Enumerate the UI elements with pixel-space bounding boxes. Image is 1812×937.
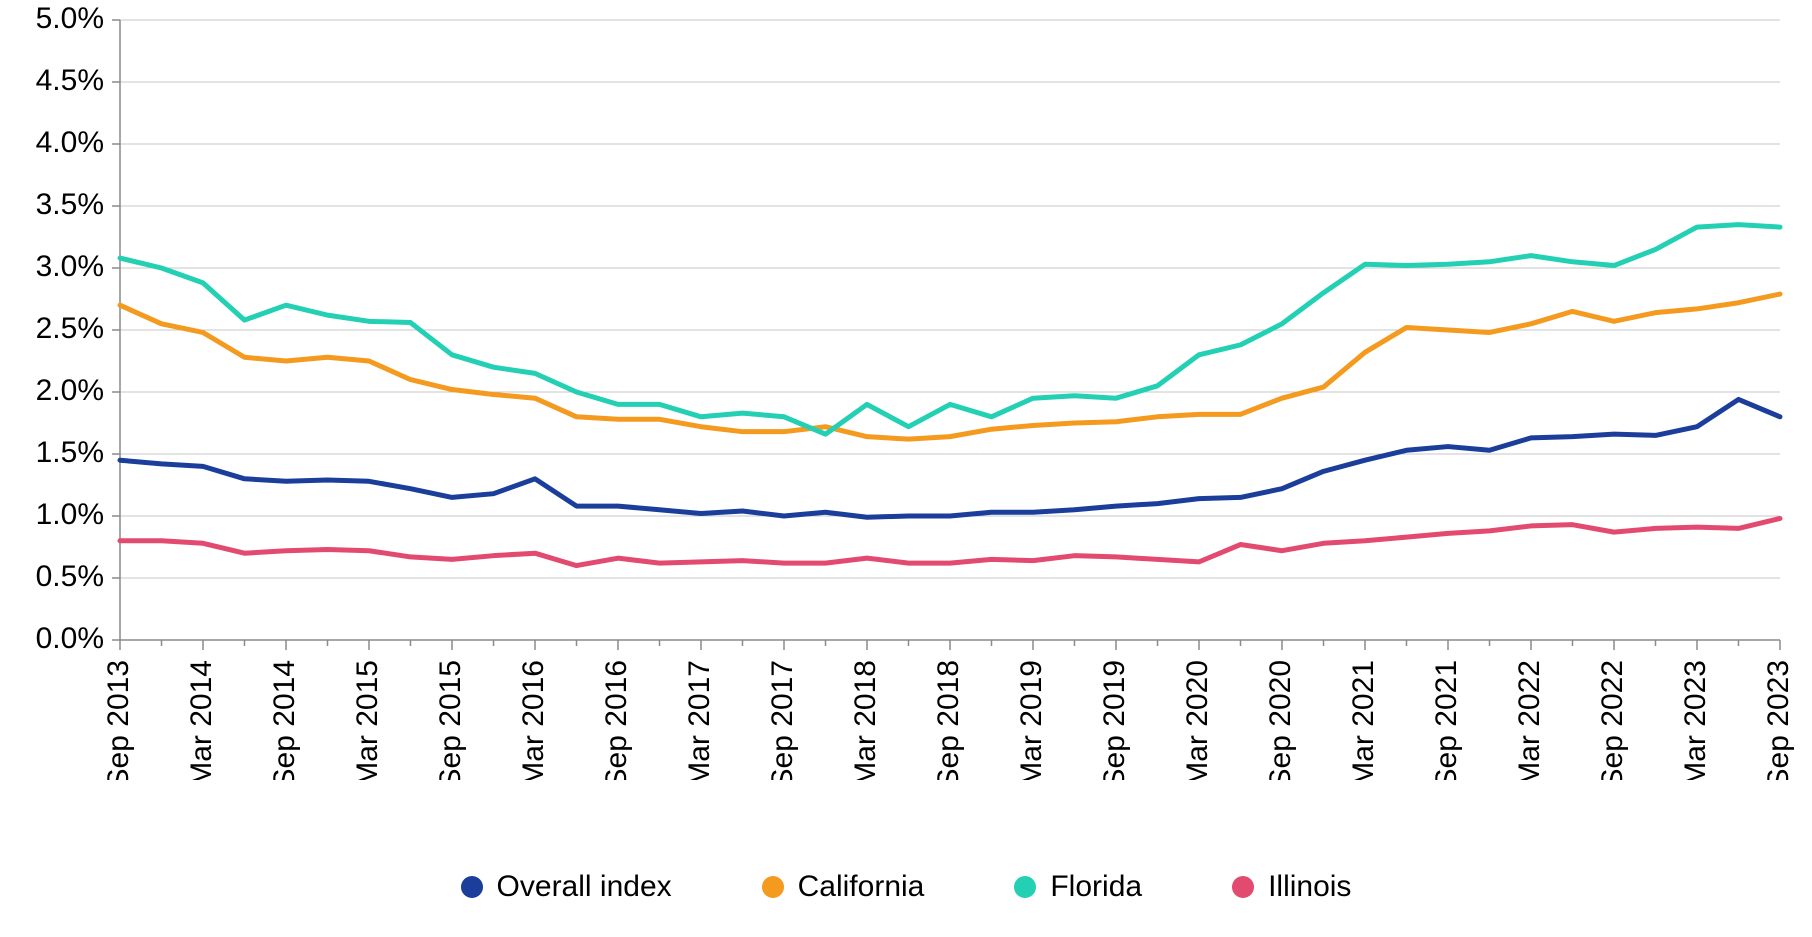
x-tick-label: Mar 2019 [1015, 660, 1048, 780]
x-tick-label: Mar 2017 [683, 660, 716, 780]
y-tick-label: 4.5% [36, 64, 104, 97]
y-tick-label: 2.5% [36, 312, 104, 345]
y-tick-label: 0.0% [36, 622, 104, 655]
y-tick-label: 3.5% [36, 188, 104, 221]
legend-dot-icon [461, 876, 483, 898]
legend-label: Illinois [1268, 870, 1351, 904]
legend-item: Overall index [461, 870, 672, 904]
x-tick-label: Sep 2022 [1596, 660, 1629, 780]
x-tick-label: Sep 2013 [102, 660, 135, 780]
series-line [120, 225, 1780, 435]
x-tick-label: Sep 2014 [268, 660, 301, 780]
x-tick-label: Sep 2020 [1264, 660, 1297, 780]
y-tick-label: 5.0% [36, 2, 104, 35]
series-line [120, 294, 1780, 439]
x-tick-label: Mar 2018 [849, 660, 882, 780]
y-tick-label: 4.0% [36, 126, 104, 159]
legend-item: Florida [1014, 870, 1142, 904]
series-line [120, 399, 1780, 517]
x-tick-label: Mar 2016 [517, 660, 550, 780]
legend-dot-icon [1014, 876, 1036, 898]
y-tick-label: 0.5% [36, 560, 104, 593]
x-tick-label: Sep 2017 [766, 660, 799, 780]
legend-label: Overall index [497, 870, 672, 904]
y-tick-label: 1.5% [36, 436, 104, 469]
y-tick-label: 1.0% [36, 498, 104, 531]
x-tick-label: Sep 2023 [1762, 660, 1795, 780]
legend-item: California [762, 870, 925, 904]
x-tick-label: Mar 2022 [1513, 660, 1546, 780]
line-chart: 0.0% 0.5% 1.0% 1.5% 2.0% 2.5% 3.0% 3.5% 4.0% 4.5%… [0, 0, 1812, 937]
x-tick-label: Mar 2015 [351, 660, 384, 780]
chart-svg: 0.0% 0.5% 1.0% 1.5% 2.0% 2.5% 3.0% 3.5% 4.0% 4.5%… [0, 0, 1812, 780]
legend-dot-icon [762, 876, 784, 898]
legend-item: Illinois [1232, 870, 1351, 904]
y-tick-label: 2.0% [36, 374, 104, 407]
x-tick-label: Mar 2023 [1679, 660, 1712, 780]
x-tick-label: Sep 2015 [434, 660, 467, 780]
y-tick-label: 3.0% [36, 250, 104, 283]
x-tick-label: Sep 2021 [1430, 660, 1463, 780]
x-tick-label: Sep 2019 [1098, 660, 1131, 780]
x-tick-label: Mar 2014 [185, 660, 218, 780]
series-line [120, 518, 1780, 565]
legend: Overall index California Florida Illinois [0, 870, 1812, 904]
legend-label: Florida [1050, 870, 1142, 904]
x-tick-label: Mar 2020 [1181, 660, 1214, 780]
x-tick-label: Mar 2021 [1347, 660, 1380, 780]
x-tick-label: Sep 2016 [600, 660, 633, 780]
legend-dot-icon [1232, 876, 1254, 898]
x-tick-label: Sep 2018 [932, 660, 965, 780]
legend-label: California [798, 870, 925, 904]
